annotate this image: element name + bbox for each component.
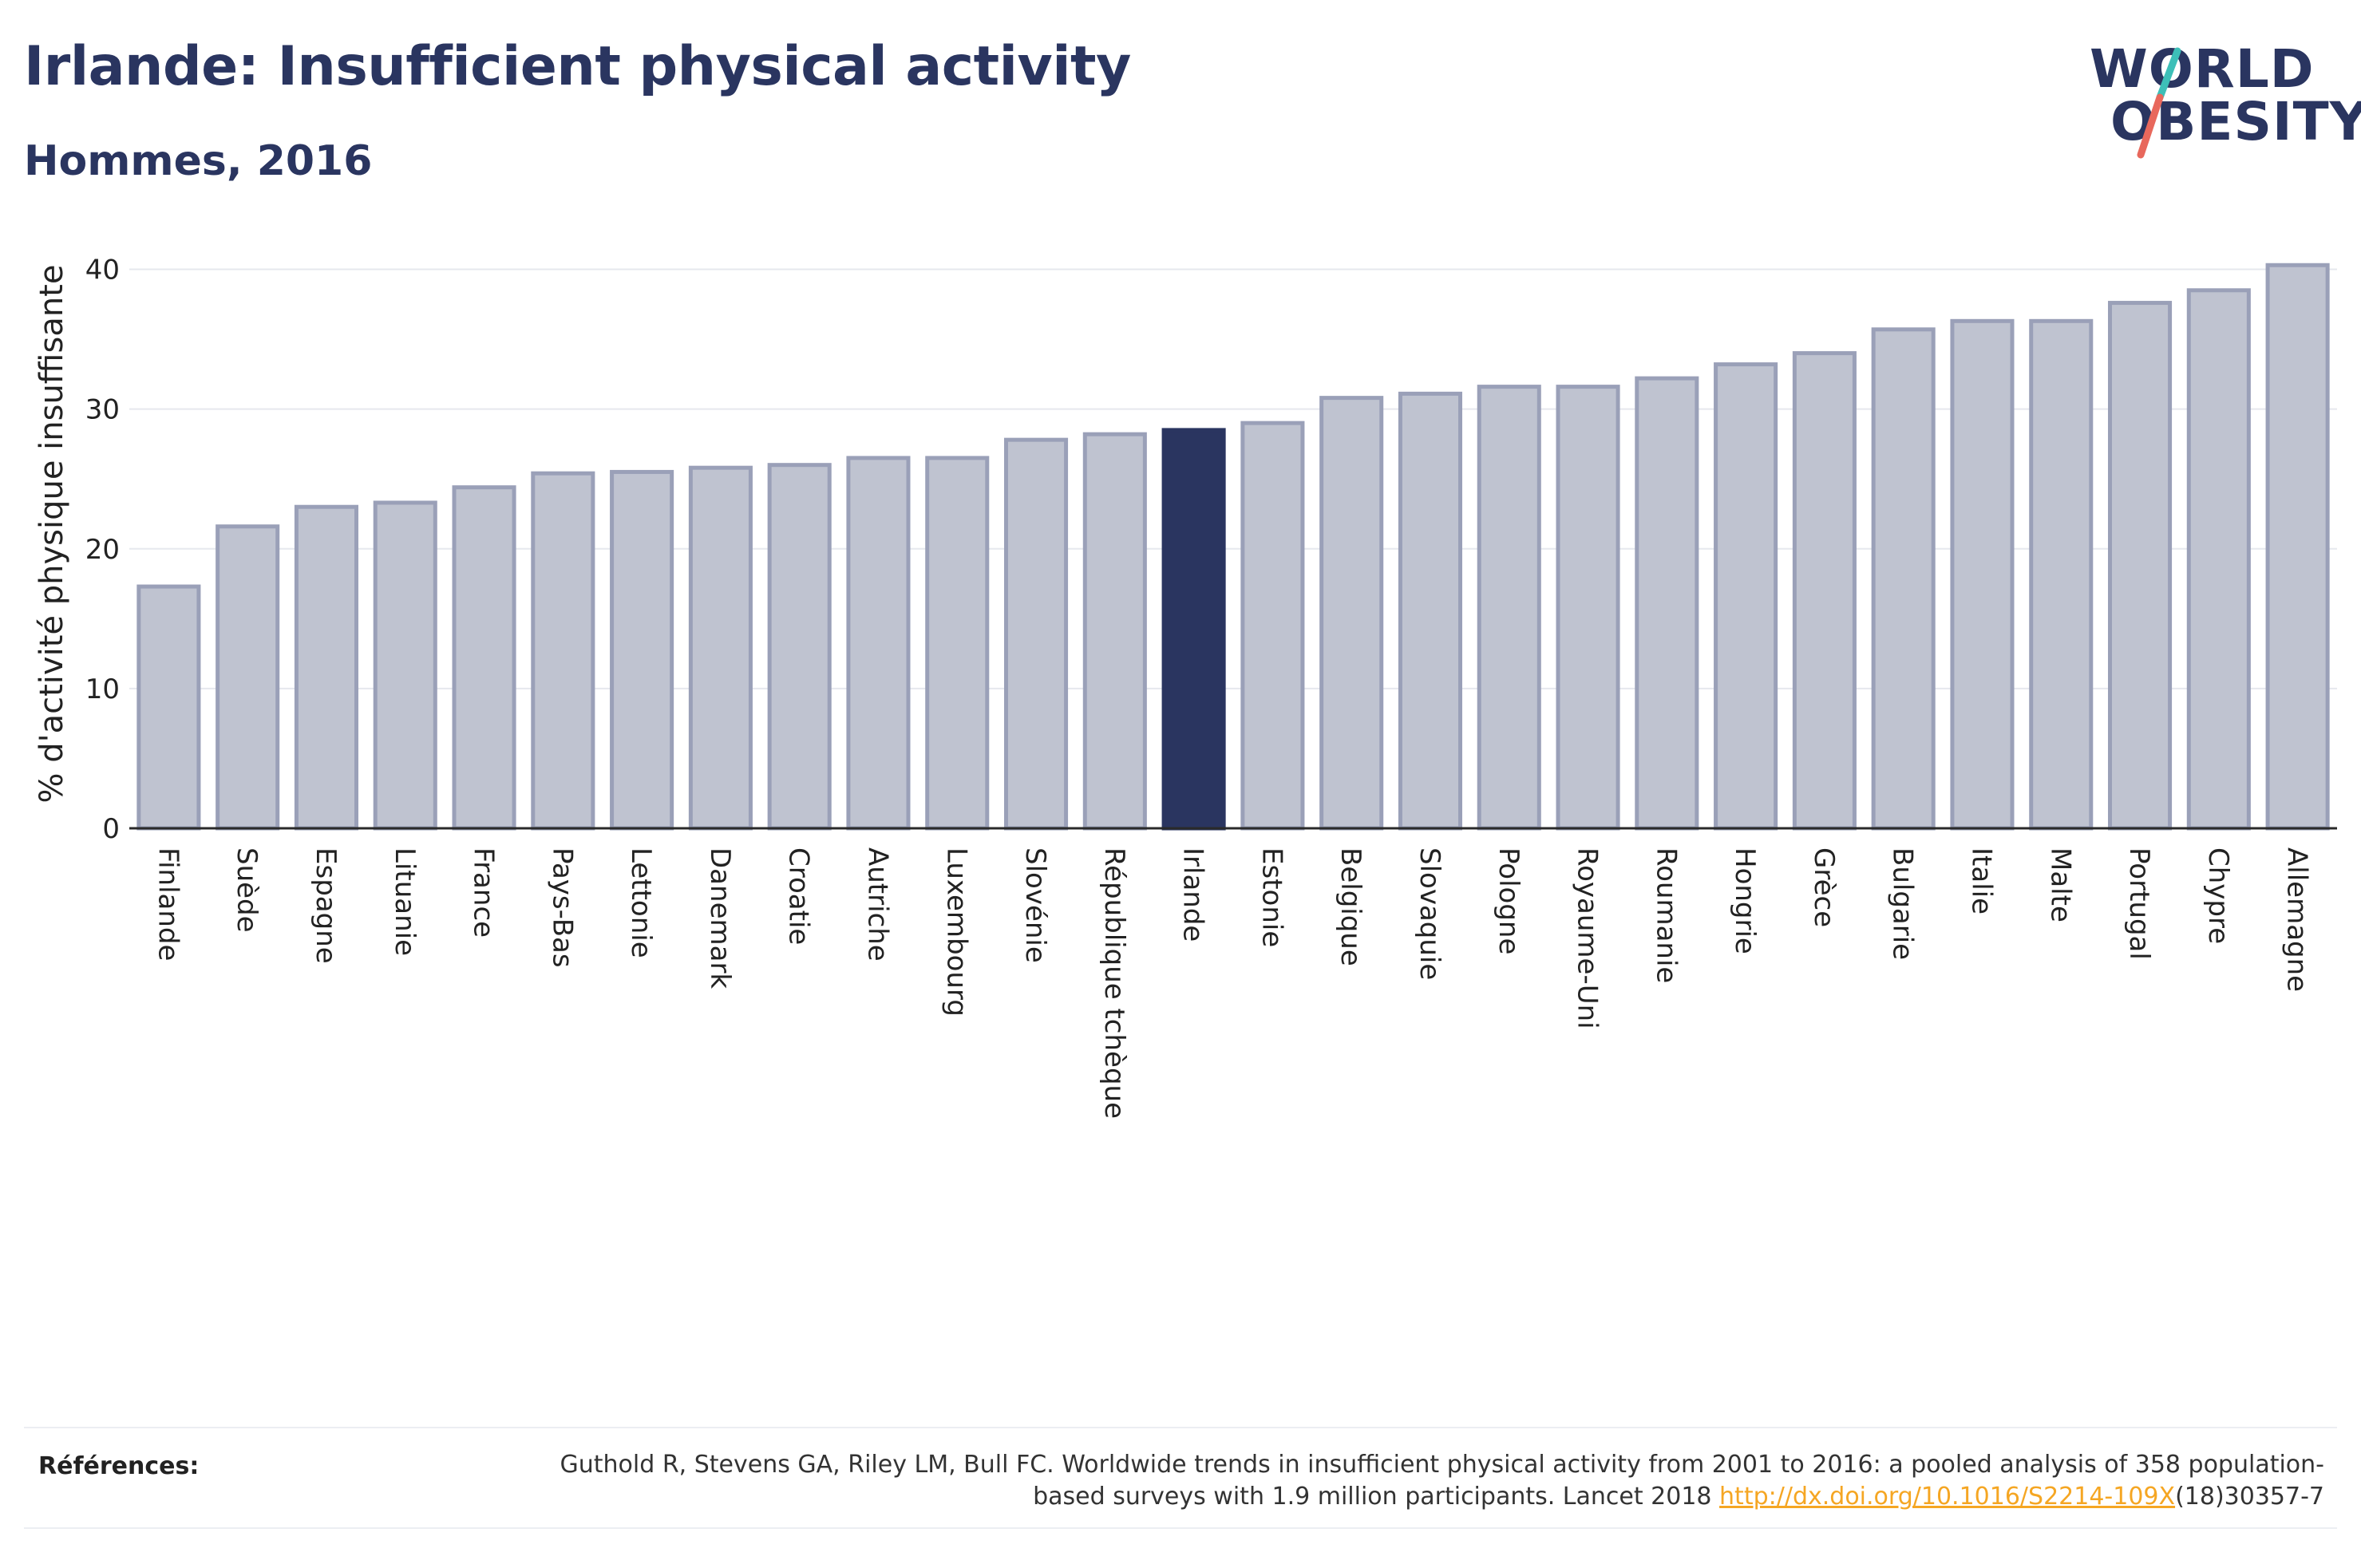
references-citation-suffix: (18)30357-7: [2175, 1483, 2324, 1511]
x-tick-label: Luxembourg: [940, 847, 972, 1017]
bar: [1319, 396, 1384, 831]
x-tick-label: France: [468, 847, 500, 938]
bar: [1161, 428, 1226, 831]
bar: [1635, 376, 1699, 831]
world-obesity-logo: WORLD OBESITY: [2075, 27, 2361, 171]
bar: [452, 485, 516, 831]
chart-title: Irlande: Insufficient physical activity: [24, 35, 1131, 98]
y-axis-label: % d'activité physique insuffisante: [34, 265, 70, 804]
x-tick-label: République tchèque: [1098, 847, 1130, 1119]
bar: [1003, 437, 1069, 831]
y-tick-label: 10: [85, 673, 120, 705]
bar: [2265, 263, 2330, 831]
bar: [1556, 385, 1620, 831]
x-tick-label: Danemark: [704, 847, 736, 989]
references-label: Références:: [38, 1452, 200, 1480]
x-tick-label: Lettonie: [625, 847, 657, 958]
x-tick-label: Bulgarie: [1887, 847, 1919, 960]
bar: [1082, 432, 1147, 831]
bar: [216, 524, 280, 831]
x-tick-label: Irlande: [1177, 847, 1209, 942]
bar: [136, 584, 201, 831]
chart-subtitle: Hommes, 2016: [24, 137, 373, 185]
x-tick-label: Roumanie: [1650, 847, 1682, 983]
x-tick-label: Grèce: [1808, 847, 1840, 927]
bar: [2107, 301, 2173, 831]
y-tick-label: 40: [85, 255, 120, 286]
bar: [1477, 385, 1541, 831]
x-tick-label: Pologne: [1493, 847, 1525, 954]
x-tick-label: Allemagne: [2281, 847, 2313, 992]
references-text: Guthold R, Stevens GA, Riley LM, Bull FC…: [488, 1449, 2324, 1513]
x-tick-label: Lituanie: [389, 847, 421, 956]
x-tick-label: Estonie: [1256, 847, 1287, 947]
bar: [1714, 362, 1778, 831]
bar: [925, 456, 990, 831]
bar: [531, 471, 595, 831]
bar: [373, 500, 437, 831]
x-tick-label: Italie: [1965, 847, 1997, 914]
x-tick-label: Croatie: [783, 847, 815, 945]
x-tick-label: Slovénie: [1019, 847, 1051, 963]
references-citation: Guthold R, Stevens GA, Riley LM, Bull FC…: [560, 1451, 2324, 1511]
x-tick-label: Finlande: [152, 847, 184, 961]
logo-line-1: WORLD: [2090, 38, 2315, 100]
x-tick-label: Royaume-Uni: [1572, 847, 1604, 1029]
bar: [1792, 351, 1857, 831]
bar: [2186, 288, 2251, 831]
bar: [688, 465, 753, 831]
x-tick-label: Portugal: [2123, 847, 2155, 960]
bar: [1240, 421, 1305, 831]
y-tick-label: 0: [102, 813, 120, 845]
bar-chart: 0 10 20 30 40 % d'activité physique insuffisa…: [34, 255, 2337, 1119]
bar: [610, 469, 674, 831]
references-section: Références: Guthold R, Stevens GA, Riley…: [24, 1427, 2337, 1529]
bar: [1871, 327, 1936, 831]
x-tick-label: Pays-Bas: [546, 847, 578, 968]
bar: [1398, 391, 1463, 831]
bar: [2029, 318, 2094, 831]
x-tick-label: Hongrie: [1729, 847, 1761, 954]
bar: [1950, 318, 2015, 831]
y-tick-label: 30: [85, 394, 120, 426]
x-tick-label: Belgique: [1335, 847, 1366, 966]
x-tick-label: Espagne: [310, 847, 342, 964]
x-tick-label: Suède: [231, 847, 263, 933]
references-doi-link[interactable]: http://dx.doi.org/10.1016/S2214-109X: [1719, 1483, 2176, 1511]
x-tick-label: Autriche: [861, 847, 893, 962]
x-tick-label: Malte: [2044, 847, 2076, 922]
y-tick-label: 20: [85, 534, 120, 566]
logo-slash-icon: [2137, 47, 2181, 159]
bar: [294, 504, 359, 831]
bar: [846, 456, 911, 831]
x-tick-label: Chypre: [2202, 847, 2234, 944]
x-tick-label: Slovaquie: [1414, 847, 1445, 980]
bar: [767, 463, 832, 831]
